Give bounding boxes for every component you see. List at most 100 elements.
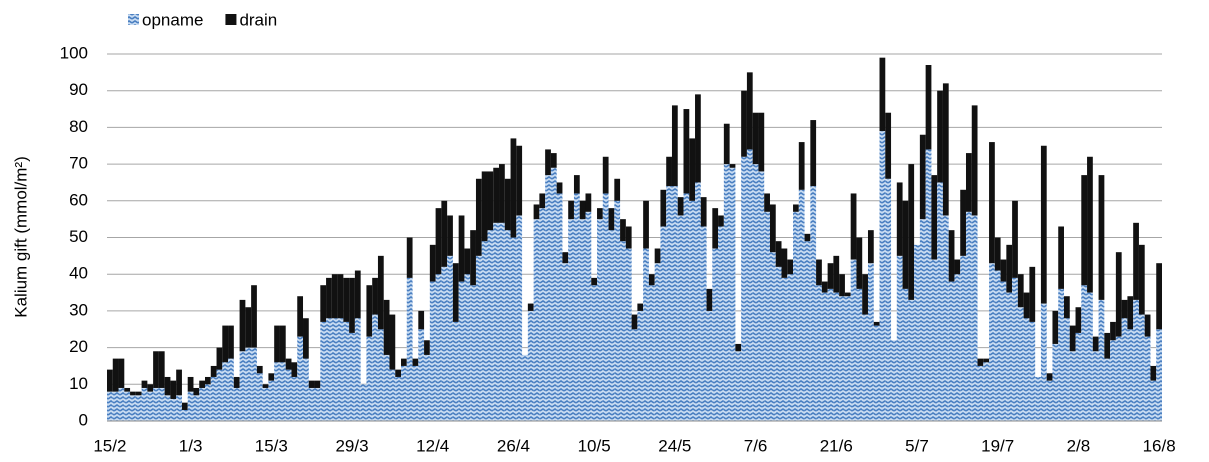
bar-segment xyxy=(746,72,753,150)
bar-segment xyxy=(550,167,557,421)
bar-segment xyxy=(637,310,644,421)
bar-segment xyxy=(816,259,822,286)
bar-segment xyxy=(816,285,822,421)
bar-segment xyxy=(124,391,131,421)
x-tick-label: 2/8 xyxy=(1067,436,1091,455)
y-tick-label: 20 xyxy=(69,337,88,356)
bar-segment xyxy=(268,380,275,421)
bar-segment xyxy=(107,391,113,421)
bar-segment xyxy=(1035,376,1041,421)
bar-segment xyxy=(464,248,471,275)
x-tick-label: 12/4 xyxy=(416,436,449,455)
bar-segment xyxy=(965,153,972,212)
x-tick-label: 7/6 xyxy=(744,436,768,455)
bar-segment xyxy=(452,321,459,421)
bar-segment xyxy=(343,321,350,421)
bar-segment xyxy=(199,387,206,421)
bar-segment xyxy=(429,281,436,421)
bar-segment xyxy=(245,307,252,348)
bar-segment xyxy=(902,200,909,289)
bar-segment xyxy=(418,329,425,421)
bar-segment xyxy=(614,178,621,201)
bar-segment xyxy=(545,149,551,176)
bar-segment xyxy=(937,90,943,183)
bar-segment xyxy=(942,83,949,216)
bar-segment xyxy=(723,164,730,421)
bar-segment xyxy=(141,380,148,388)
bar-segment xyxy=(977,365,984,421)
bar-segment xyxy=(602,156,609,194)
bar-segment xyxy=(481,171,488,242)
bar-segment xyxy=(781,248,788,278)
x-tick-label: 16/8 xyxy=(1143,436,1176,455)
bar-segment xyxy=(487,171,494,231)
bar-segment xyxy=(303,358,309,421)
bar-segment xyxy=(1023,318,1030,421)
bar-segment xyxy=(821,292,828,421)
bar-segment xyxy=(862,314,868,421)
bar-segment xyxy=(216,369,223,421)
bar-segment xyxy=(314,387,321,421)
bar-segment xyxy=(331,274,338,319)
bar-segment xyxy=(971,215,978,421)
bar-segment xyxy=(769,204,776,253)
bar-segment xyxy=(827,263,834,289)
bar-segment xyxy=(718,215,724,227)
bar-segment xyxy=(579,200,586,220)
bar-segment xyxy=(1144,336,1151,421)
bar-segment xyxy=(199,380,206,388)
bar-segment xyxy=(579,219,586,421)
bar-segment xyxy=(758,171,765,421)
bar-segment xyxy=(291,362,298,377)
x-tick-label: 24/5 xyxy=(658,436,691,455)
bar-segment xyxy=(308,380,315,388)
bar-segment xyxy=(516,145,523,216)
bar-segment xyxy=(867,230,874,264)
bar-segment xyxy=(1029,266,1036,322)
bar-segment xyxy=(573,193,580,421)
bar-segment xyxy=(279,362,286,421)
bar-segment xyxy=(107,369,113,392)
bar-segment xyxy=(1110,340,1116,421)
bar-segment xyxy=(902,288,909,421)
bar-segment xyxy=(689,138,696,201)
bar-segment xyxy=(303,318,309,359)
bar-segment xyxy=(487,230,494,421)
bar-segment xyxy=(746,149,753,422)
bar-segment xyxy=(389,369,396,421)
bar-segment xyxy=(729,167,736,421)
bar-segment xyxy=(429,244,436,282)
bar-segment xyxy=(1023,292,1030,319)
bar-segment xyxy=(1006,292,1013,421)
bar-segment xyxy=(937,182,943,421)
bar-segment xyxy=(885,112,892,179)
bar-segment xyxy=(677,215,684,421)
bar-segment xyxy=(833,292,840,421)
bar-segment xyxy=(954,259,961,275)
bar-segment xyxy=(481,241,488,421)
bar-segment xyxy=(1040,303,1047,421)
x-tick-label: 21/6 xyxy=(820,436,853,455)
bar-segment xyxy=(781,277,788,421)
bar-segment xyxy=(1029,321,1036,421)
bar-segment xyxy=(464,274,471,421)
bar-segment xyxy=(239,299,246,352)
bar-segment xyxy=(1127,329,1134,421)
x-tick-label: 1/3 xyxy=(179,436,203,455)
bar-segment xyxy=(153,351,159,388)
x-tick-label: 10/5 xyxy=(578,436,611,455)
bar-segment xyxy=(193,387,200,396)
bar-segment xyxy=(989,263,995,421)
bar-segment xyxy=(147,384,154,392)
bar-segment xyxy=(971,105,978,216)
bar-segment xyxy=(556,193,563,421)
bar-segment xyxy=(862,274,868,315)
bar-segment xyxy=(504,230,511,421)
bar-segment xyxy=(752,112,759,165)
x-tick-label: 5/7 xyxy=(905,436,929,455)
bar-segment xyxy=(1138,244,1145,315)
bar-segment xyxy=(625,226,632,249)
bar-segment xyxy=(141,387,148,421)
bar-segment xyxy=(960,189,966,256)
bar-segment xyxy=(372,314,378,421)
